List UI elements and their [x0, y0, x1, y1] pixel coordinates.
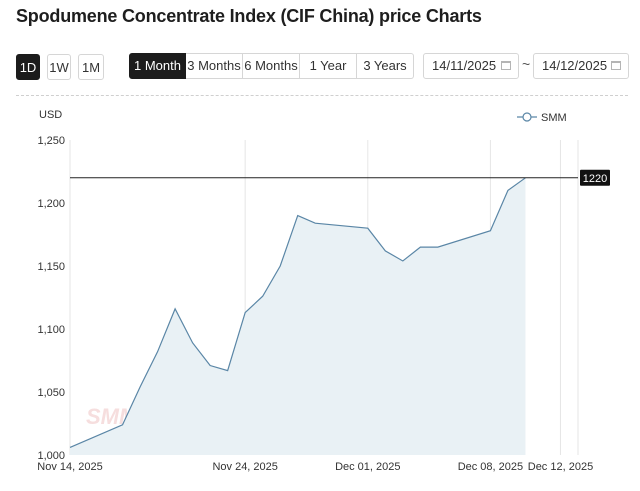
range-selector: 1 Month 3 Months 6 Months 1 Year 3 Years	[129, 53, 414, 79]
calendar-icon[interactable]	[611, 61, 621, 70]
divider	[16, 95, 628, 96]
start-date-value: 14/11/2025	[432, 58, 497, 73]
range-1-year-button[interactable]: 1 Year	[300, 53, 357, 79]
date-separator: ~	[522, 56, 531, 72]
y-tick-label: 1,050	[37, 387, 65, 399]
data-point[interactable]	[68, 445, 73, 450]
x-tick-label: Dec 08, 2025	[458, 461, 523, 473]
data-point[interactable]	[260, 294, 265, 299]
data-point[interactable]	[505, 188, 510, 193]
data-point[interactable]	[295, 213, 300, 218]
data-point[interactable]	[383, 248, 388, 253]
range-3-months-button[interactable]: 3 Months	[186, 53, 243, 79]
data-point[interactable]	[400, 258, 405, 263]
x-tick-label: Nov 14, 2025	[37, 461, 102, 473]
interval-1w-button[interactable]: 1W	[47, 54, 71, 80]
reference-label: 1220	[583, 173, 607, 185]
data-point[interactable]	[278, 264, 283, 269]
data-point[interactable]	[365, 226, 370, 231]
y-tick-label: 1,150	[37, 261, 65, 273]
x-tick-label: Nov 24, 2025	[212, 461, 277, 473]
data-point[interactable]	[313, 221, 318, 226]
data-point[interactable]	[155, 349, 160, 354]
data-point[interactable]	[435, 245, 440, 250]
y-tick-label: 1,000	[37, 450, 65, 462]
interval-1m-button[interactable]: 1M	[78, 54, 104, 80]
y-tick-label: 1,200	[37, 198, 65, 210]
data-point[interactable]	[243, 310, 248, 315]
legend-label[interactable]: SMM	[541, 112, 567, 124]
data-point[interactable]	[138, 384, 143, 389]
page-title: Spodumene Concentrate Index (CIF China) …	[16, 6, 482, 26]
x-tick-label: Dec 01, 2025	[335, 461, 400, 473]
series-area	[70, 177, 526, 456]
end-date-field[interactable]: 14/12/2025	[533, 53, 629, 79]
range-3-years-button[interactable]: 3 Years	[357, 53, 414, 79]
data-point[interactable]	[190, 340, 195, 345]
y-tick-label: 1,100	[37, 324, 65, 336]
data-point[interactable]	[120, 422, 125, 427]
range-1-month-button[interactable]: 1 Month	[129, 53, 186, 79]
end-date-value: 14/12/2025	[542, 58, 608, 73]
interval-1d-button[interactable]: 1D	[16, 54, 40, 80]
data-point[interactable]	[208, 363, 213, 368]
calendar-icon[interactable]	[501, 61, 511, 70]
start-date-field[interactable]: 14/11/2025	[423, 53, 519, 79]
series-line	[69, 177, 526, 448]
range-6-months-button[interactable]: 6 Months	[243, 53, 300, 79]
x-tick-label: Dec 12, 2025	[528, 461, 593, 473]
data-point[interactable]	[173, 306, 178, 311]
legend-marker	[522, 112, 532, 122]
data-point[interactable]	[488, 228, 493, 233]
y-axis-unit: USD	[39, 109, 62, 121]
y-tick-label: 1,250	[37, 135, 65, 147]
reference-label-box	[580, 169, 610, 186]
data-point[interactable]	[418, 245, 423, 250]
data-point[interactable]	[225, 368, 230, 373]
